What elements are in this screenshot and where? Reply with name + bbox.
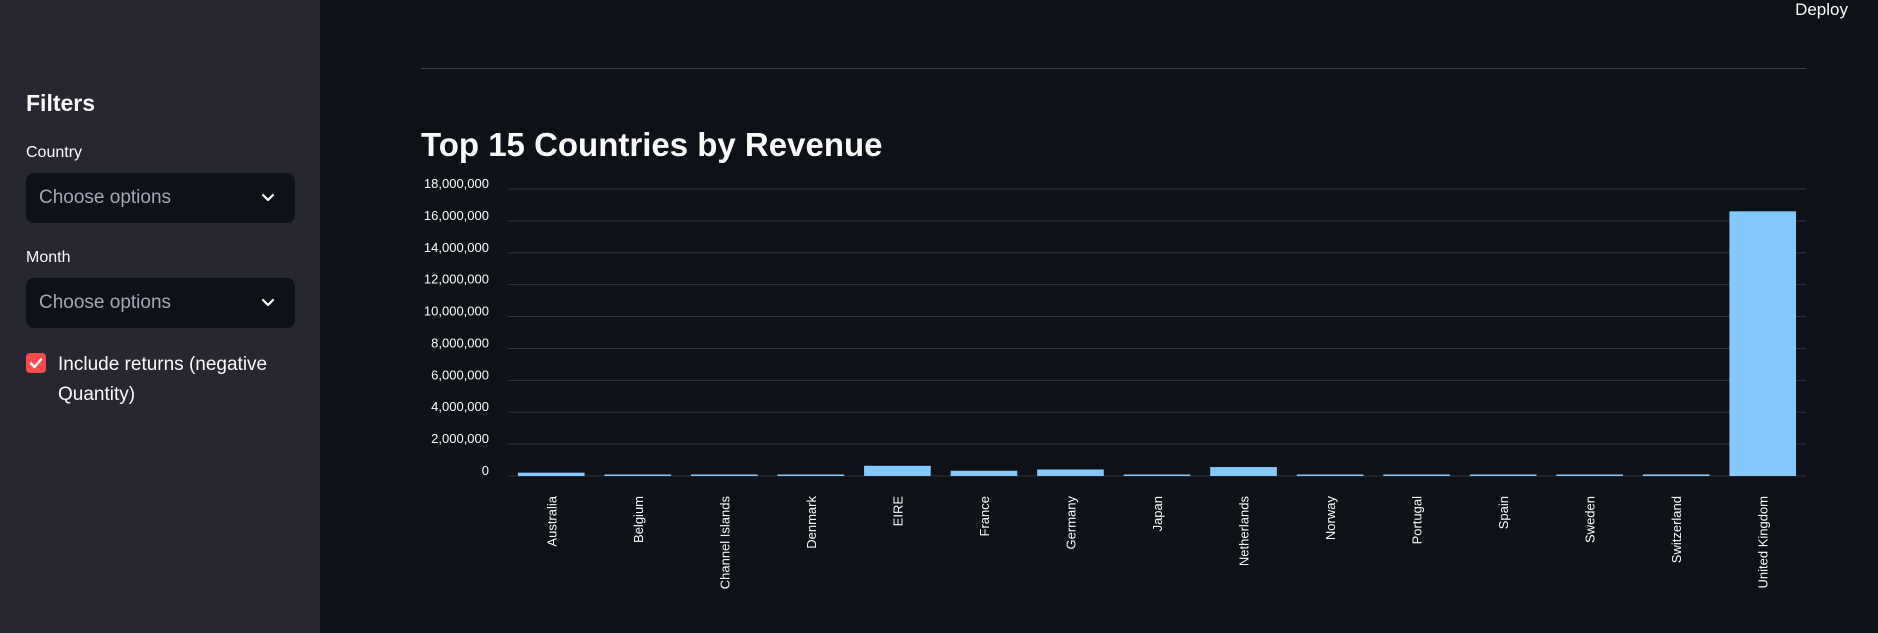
x-tick-label: Germany [1063,496,1078,550]
y-tick-label: 0 [482,463,489,478]
month-select[interactable]: Choose options [26,278,295,328]
check-icon [29,358,43,369]
bar-netherlands[interactable] [1210,467,1277,476]
bar-norway[interactable] [1296,474,1364,477]
month-label: Month [26,249,71,266]
x-tick-label: Sweden [1583,496,1598,543]
include-returns-label[interactable]: Include returns (negative Quantity) [58,354,268,405]
country-select-placeholder: Choose options [39,187,172,208]
month-select-placeholder: Choose options [39,292,172,313]
bar-united-kingdom[interactable] [1729,211,1797,477]
deploy-button[interactable]: Deploy [1795,0,1848,19]
bar-france[interactable] [950,470,1018,476]
y-tick-label: 18,000,000 [424,176,489,191]
x-tick-label: Japan [1150,496,1165,531]
y-tick-label: 8,000,000 [431,335,489,350]
x-tick-label: Channel Islands [717,496,732,590]
x-tick-label: United Kingdom [1756,496,1771,589]
bar-japan[interactable] [1123,474,1191,477]
country-select[interactable]: Choose options [26,173,295,223]
filters-title: Filters [26,90,96,116]
x-tick-label: Norway [1323,496,1338,541]
bar-belgium[interactable] [604,474,672,477]
x-tick-label: France [977,496,992,536]
bar-sweden[interactable] [1556,474,1623,477]
y-tick-label: 4,000,000 [431,399,489,414]
bar-portugal[interactable] [1383,474,1450,477]
divider [421,68,1806,69]
bar-spain[interactable] [1469,474,1537,477]
y-tick-label: 10,000,000 [424,304,489,319]
x-tick-label: Denmark [804,496,819,549]
bar-channel-islands[interactable] [691,474,758,477]
bar-australia[interactable] [517,472,585,476]
y-tick-label: 12,000,000 [424,272,489,287]
chevron-down-icon [261,298,275,307]
bar-denmark[interactable] [777,474,845,477]
x-tick-label: Switzerland [1669,496,1684,563]
y-tick-label: 16,000,000 [424,208,489,223]
x-tick-label: Spain [1496,496,1511,529]
x-tick-label: Portugal [1410,496,1425,545]
sidebar: Filters Country Choose options Month Cho… [0,0,320,633]
x-tick-label: Belgium [631,496,646,543]
bar-eire[interactable] [864,465,931,476]
x-tick-label: Netherlands [1237,496,1252,567]
chart-title: Top 15 Countries by Revenue [421,126,883,163]
y-tick-label: 6,000,000 [431,367,489,382]
bar-switzerland[interactable] [1642,474,1710,476]
x-tick-label: Australia [544,495,559,546]
chevron-down-icon [261,193,275,202]
country-label: Country [26,144,83,161]
y-tick-label: 2,000,000 [431,431,489,446]
bar-germany[interactable] [1037,469,1104,476]
x-tick-label: EIRE [890,496,905,527]
y-tick-label: 14,000,000 [424,240,489,255]
include-returns-checkbox[interactable] [26,353,46,373]
